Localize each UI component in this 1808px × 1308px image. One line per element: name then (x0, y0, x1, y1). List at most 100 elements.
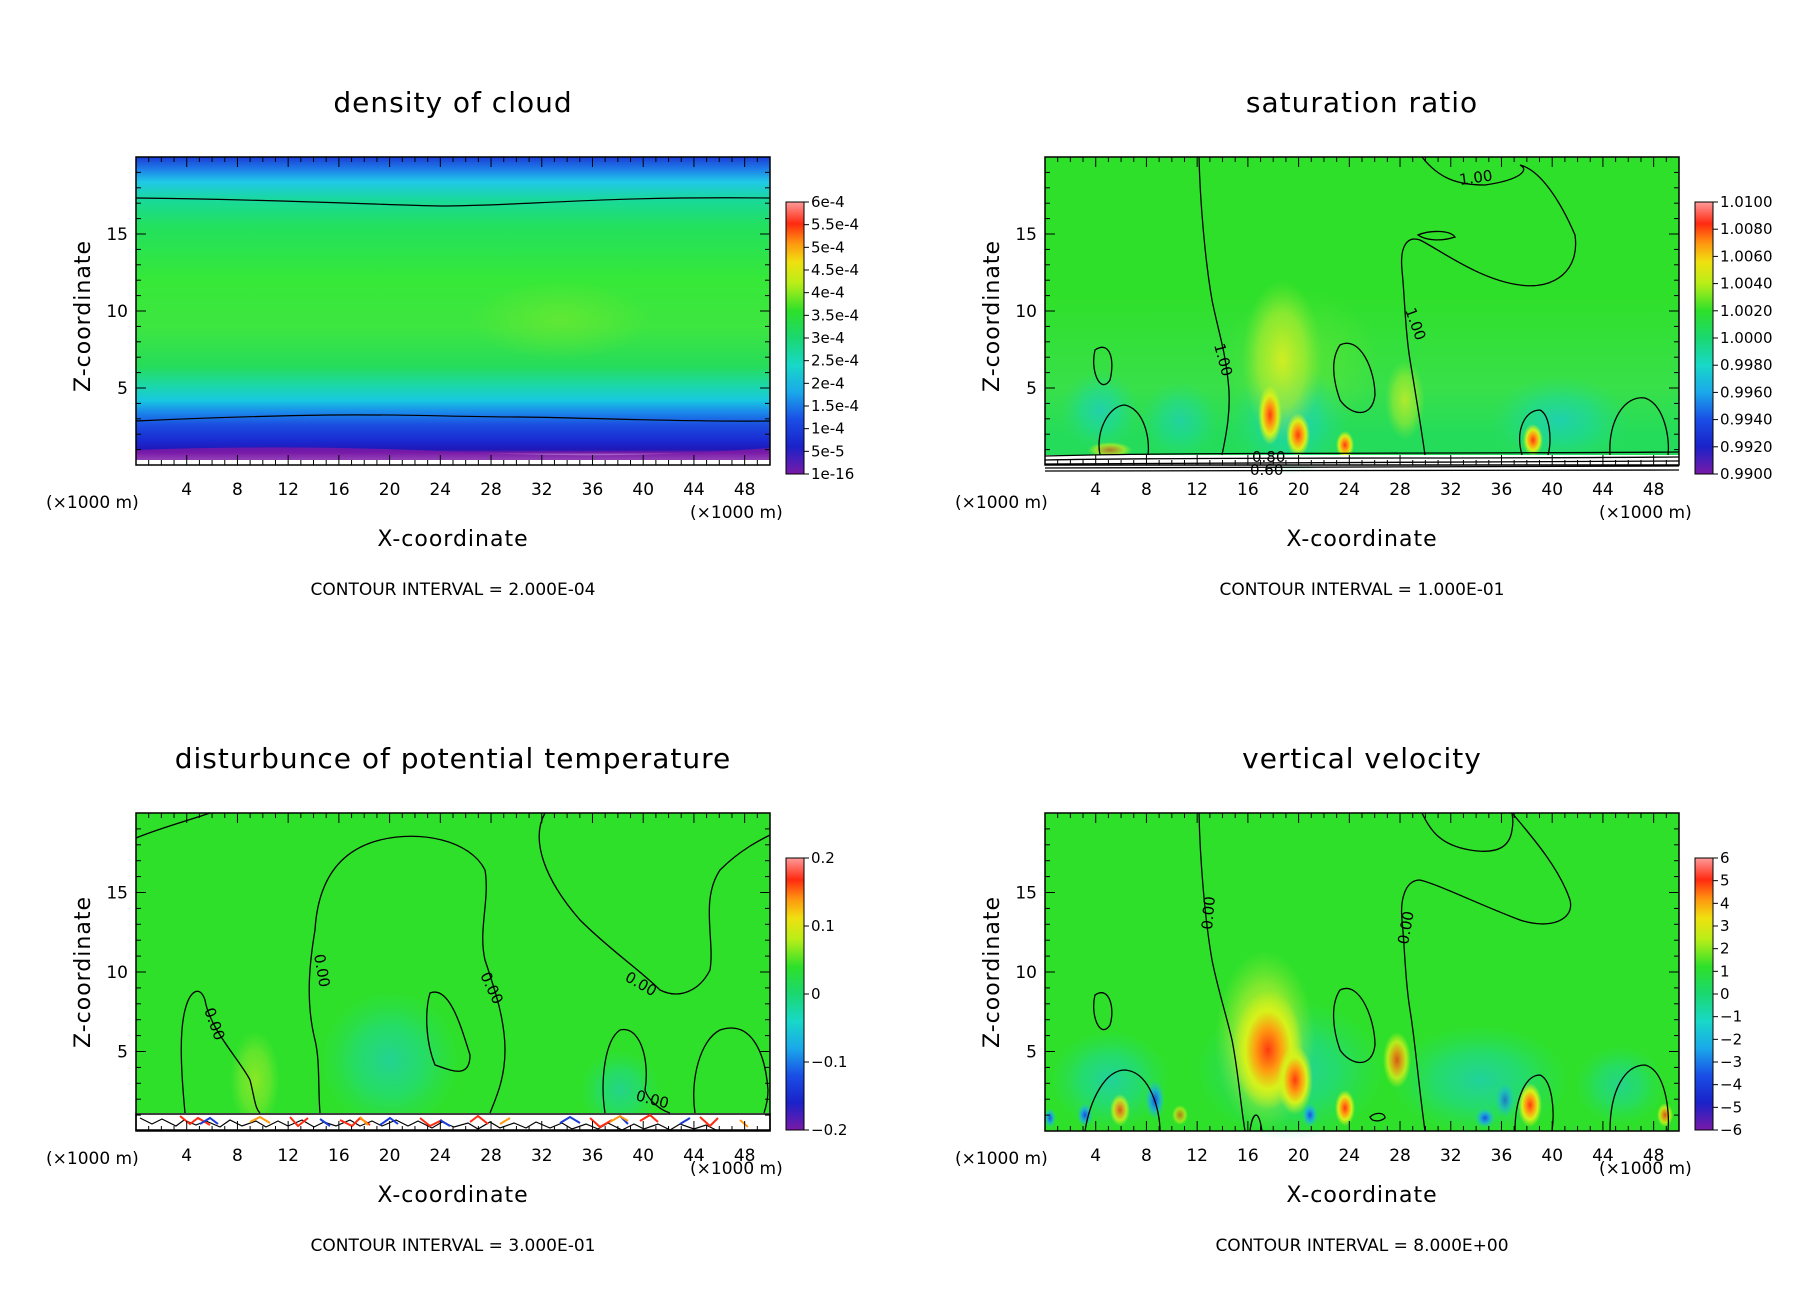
x-tick-label: 4 (1090, 480, 1101, 500)
x-tick-label: 8 (1141, 480, 1152, 500)
x-tick-label: 40 (1541, 1146, 1563, 1166)
panel-vertical-velocity: vertical velocity (955, 742, 1742, 1256)
contour-lines (1044, 156, 1680, 472)
x-tick-label: 20 (1288, 1146, 1310, 1166)
contour-line (1044, 465, 1680, 469)
colorbar-label: 0.9960 (1720, 383, 1773, 401)
x-tick-label: 8 (1141, 1146, 1152, 1166)
colorbar-label: 5e-4 (811, 238, 845, 256)
y-tick-label: 10 (1015, 302, 1037, 322)
velocity-field (1050, 1030, 1170, 1130)
z-unit: (×1000 m) (955, 1149, 1048, 1169)
x-tick-label: 36 (582, 480, 604, 500)
colorbar-label: 4e-4 (811, 284, 845, 302)
velocity-field (1302, 1103, 1318, 1127)
colorbar-label: 3e-4 (811, 329, 845, 347)
colorbar-scale (785, 857, 805, 1131)
x-tick-label: 32 (531, 480, 553, 500)
colorbar: 0.2 0.1 0 −0.1 −0.2 (785, 849, 847, 1139)
colorbar-label: 0.9920 (1720, 438, 1773, 456)
x-tick-label: 4 (181, 1146, 192, 1166)
x-tick-label: 28 (480, 1146, 502, 1166)
x-tick-label: 16 (328, 1146, 350, 1166)
colorbar-label: 2 (1720, 940, 1730, 958)
colorbar-label: 0 (811, 985, 821, 1003)
x-tick-label: 12 (1186, 1146, 1208, 1166)
panel-saturation-ratio: saturation ratio (955, 86, 1773, 600)
x-tick-label: 16 (1237, 480, 1259, 500)
x-tick-label: 28 (480, 480, 502, 500)
contour-line (1044, 469, 1680, 472)
contour-line (1609, 397, 1670, 456)
y-tick-label: 15 (106, 884, 128, 904)
x-tick-label: 24 (429, 1146, 451, 1166)
x-unit: (×1000 m) (690, 1159, 783, 1179)
contour-interval: CONTOUR INTERVAL = 8.000E+00 (1215, 1236, 1508, 1256)
plot-area: 1.00 1.00 1.00 0.60 0.80 (1044, 156, 1680, 479)
colorbar-label: 6 (1720, 849, 1730, 867)
colorbar-label: 6e-4 (811, 193, 845, 211)
colorbar-label: 5 (1720, 872, 1730, 890)
z-unit: (×1000 m) (46, 1149, 139, 1169)
saturation-field (1385, 360, 1425, 440)
colorbar-label: 1e-4 (811, 420, 845, 438)
y-tick-label: 5 (117, 1043, 128, 1063)
y-tick-label: 5 (1026, 1043, 1037, 1063)
colorbar-label: −5 (1720, 1098, 1742, 1116)
colorbar: 1.0100 1.0080 1.0060 1.0040 1.0020 1.0000 0.99… (1694, 193, 1773, 483)
x-tick-label: 36 (1491, 1146, 1513, 1166)
contour-label: 0.80 (1252, 448, 1285, 466)
x-tick-label: 36 (1491, 480, 1513, 500)
velocity-field (1110, 1094, 1130, 1126)
contour-line (602, 1029, 671, 1114)
contour-line (426, 991, 471, 1072)
z-unit: (×1000 m) (46, 493, 139, 513)
colorbar-label: 0 (1720, 985, 1730, 1003)
contour-line (1084, 1069, 1161, 1132)
x-tick-label: 48 (734, 480, 756, 500)
x-tick-label: 40 (1541, 480, 1563, 500)
y-tick-label: 10 (1015, 963, 1037, 983)
colorbar-label: −4 (1720, 1076, 1742, 1094)
contour-line (1400, 812, 1572, 1132)
y-tick-label: 15 (1015, 884, 1037, 904)
density-field (136, 447, 770, 460)
x-tick-label: 40 (632, 1146, 654, 1166)
colorbar-scale (1694, 201, 1714, 475)
x-unit: (×1000 m) (1599, 1159, 1692, 1179)
x-axis-label: X-coordinate (1286, 527, 1437, 552)
colorbar: 6 5 4 3 2 1 0 −1 −2 −3 −4 −5 −6 (1694, 849, 1742, 1139)
theta-field (320, 990, 460, 1130)
contour-line (1044, 451, 1680, 457)
density-field (136, 157, 770, 465)
theta-field (230, 1030, 280, 1130)
surface-noise (139, 1117, 717, 1131)
contour-line (1093, 346, 1113, 386)
x-tick-label: 12 (277, 480, 299, 500)
contour-line (1249, 1114, 1263, 1132)
colorbar-label: 3.5e-4 (811, 306, 859, 324)
contour-lines (135, 812, 771, 1114)
colorbar-label: 4 (1720, 894, 1730, 912)
x-tick-label: 32 (1440, 480, 1462, 500)
contour-interval: CONTOUR INTERVAL = 3.000E-01 (311, 1236, 596, 1256)
x-unit: (×1000 m) (690, 503, 783, 523)
x-tick-label: 20 (1288, 480, 1310, 500)
x-axis-label: X-coordinate (377, 1183, 528, 1208)
y-tick-label: 15 (106, 225, 128, 245)
contour-line (1044, 456, 1680, 461)
y-axis-label: Z-coordinate (71, 240, 96, 392)
contour-line (1198, 156, 1230, 456)
x-tick-label: 28 (1389, 1146, 1411, 1166)
panel-title: density of cloud (333, 86, 572, 119)
velocity-field (1475, 1108, 1495, 1128)
x-tick-label: 28 (1389, 480, 1411, 500)
x-tick-label: 48 (734, 1146, 756, 1166)
colorbar-label: 4.5e-4 (811, 261, 859, 279)
contour-line (1369, 1112, 1386, 1122)
colorbar-scale (785, 201, 805, 475)
colorbar-label: 0.2 (811, 849, 835, 867)
contour-line (135, 197, 771, 207)
colorbar-label: 1e-16 (811, 465, 854, 483)
